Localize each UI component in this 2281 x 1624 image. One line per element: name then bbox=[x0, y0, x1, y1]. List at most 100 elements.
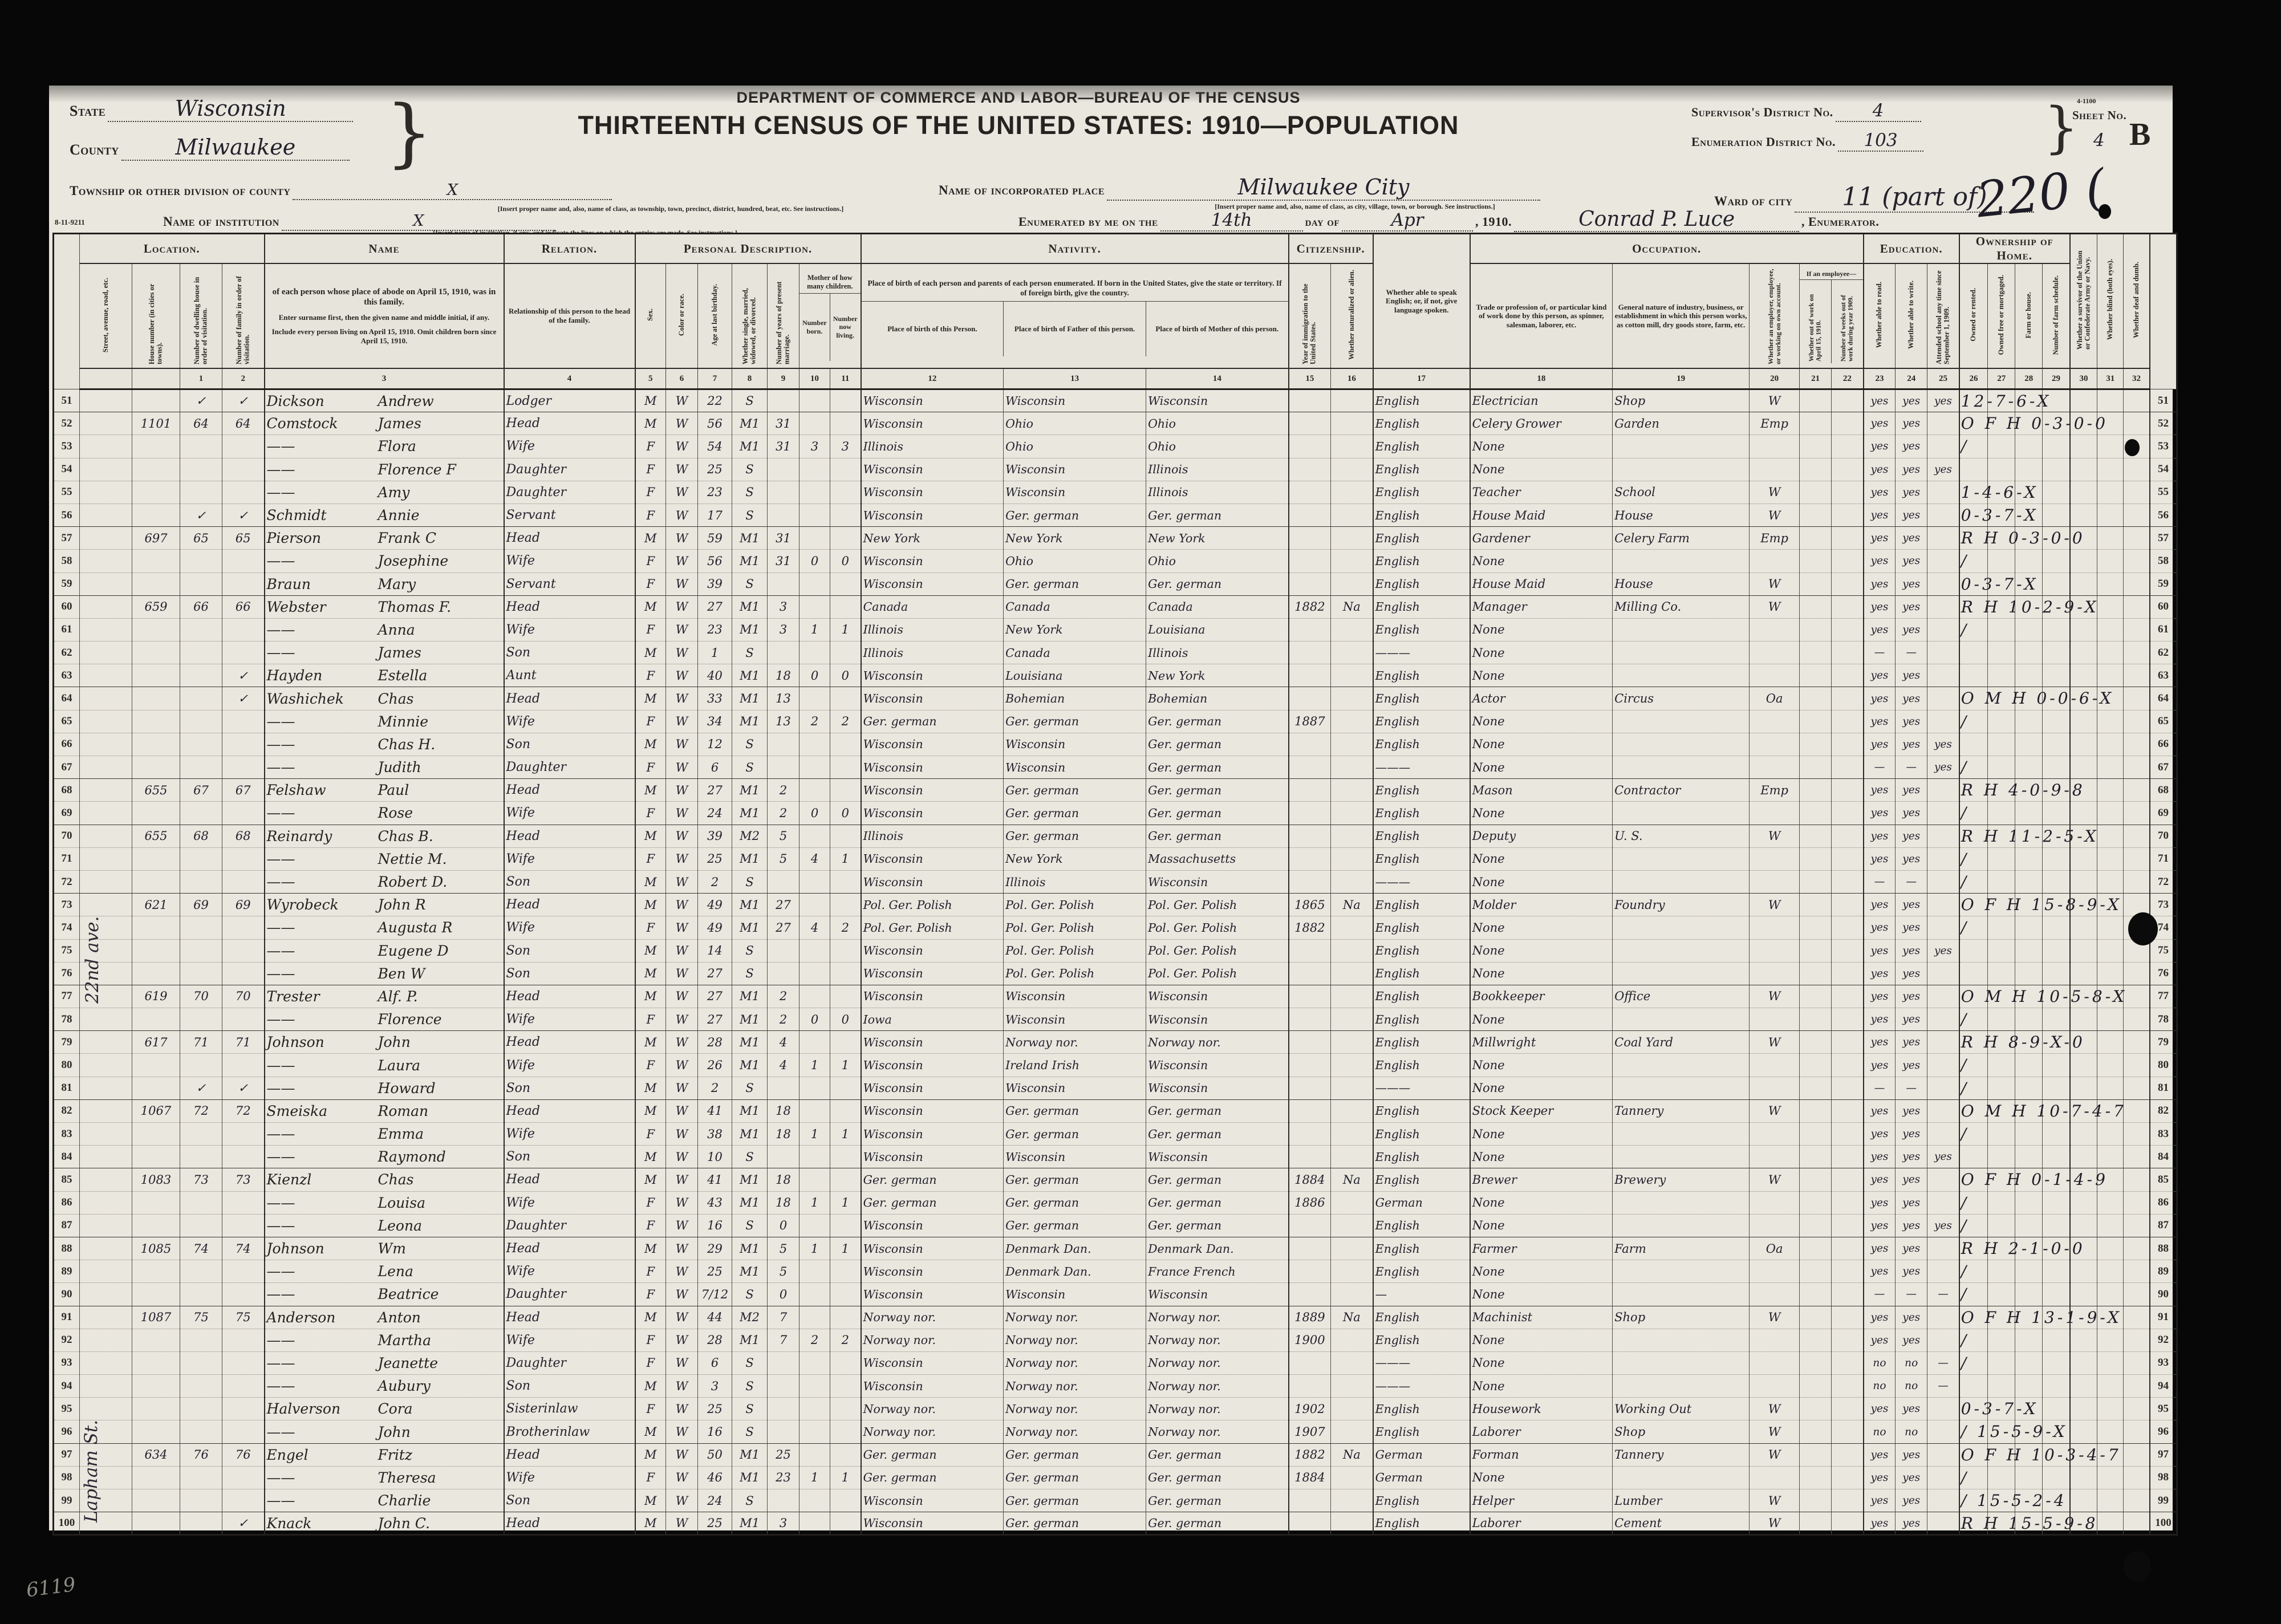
cell-marital: M1 bbox=[732, 1191, 768, 1215]
table-row: 53 —— Flora Wife F W 54 M1 31 3 3 Illinoi… bbox=[53, 435, 2178, 458]
cell-occupation: None bbox=[1469, 664, 1613, 688]
cell-weeks-out bbox=[1831, 504, 1864, 527]
cell-house-number bbox=[132, 1466, 180, 1490]
line-number: 59 bbox=[53, 573, 80, 596]
cell-mother-birthplace: Wisconsin bbox=[1146, 1008, 1289, 1032]
cell-employment-status bbox=[1749, 1053, 1800, 1077]
cell-write: yes bbox=[1895, 1053, 1928, 1077]
cell-house-number: 1101 bbox=[132, 412, 180, 436]
cell-farm-schedule bbox=[2042, 481, 2071, 504]
cell-weeks-out bbox=[1831, 1008, 1864, 1032]
cell-color: W bbox=[665, 778, 699, 802]
table-row: 98 —— Theresa Wife F W 46 M1 23 1 1 Ger. … bbox=[53, 1466, 2178, 1490]
cell-read: no bbox=[1862, 1420, 1896, 1444]
cell-deaf bbox=[2123, 1191, 2150, 1215]
cell-dwelling-number: 73 bbox=[180, 1168, 222, 1192]
group-education: Education. bbox=[1862, 233, 1960, 264]
cell-industry bbox=[1612, 435, 1750, 458]
cell-immigration-year: 1884 bbox=[1288, 1466, 1332, 1490]
punch-hole bbox=[2124, 1551, 2151, 1582]
cell-years-married: 4 bbox=[767, 1030, 800, 1054]
cell-birthplace: Wisconsin bbox=[860, 412, 1004, 436]
township-line: Township or other division of county X bbox=[70, 181, 612, 200]
county-value: Milwaukee bbox=[121, 135, 350, 161]
cell-age: 12 bbox=[697, 733, 733, 757]
cell-farm-or-house bbox=[2015, 710, 2043, 733]
cell-sex: M bbox=[634, 893, 667, 917]
institution-value: X bbox=[281, 212, 555, 231]
cell-read: — bbox=[1862, 756, 1896, 779]
table-row: 67 —— Judith Daughter F W 6 S Wisconsin W… bbox=[53, 756, 2178, 779]
cell-immigration-year bbox=[1288, 1030, 1332, 1054]
cell-deaf bbox=[2123, 1122, 2150, 1146]
sheet-label: Sheet No. bbox=[2072, 108, 2127, 122]
cell-naturalized bbox=[1330, 1420, 1374, 1444]
cell-dwelling-number bbox=[180, 962, 222, 985]
cell-industry: Office bbox=[1612, 985, 1750, 1009]
cell-mother-birthplace: France French bbox=[1146, 1260, 1289, 1284]
cell-weeks-out bbox=[1831, 939, 1864, 963]
cell-industry: Milling Co. bbox=[1612, 595, 1750, 619]
cell-relation: Head bbox=[503, 778, 636, 802]
col-name-desc: of each person whose place of abode on A… bbox=[263, 263, 505, 369]
line-number: 95 bbox=[2149, 1397, 2178, 1421]
cell-children-living bbox=[830, 687, 862, 710]
line-number: 53 bbox=[2149, 435, 2178, 458]
cell-write: — bbox=[1895, 756, 1928, 779]
cell-children-living bbox=[830, 778, 862, 802]
cell-name: Johnson John bbox=[263, 1030, 505, 1054]
cell-write: yes bbox=[1895, 435, 1928, 458]
cell-name: —— Jeanette bbox=[263, 1351, 505, 1375]
cell-write: yes bbox=[1895, 526, 1928, 550]
cell-language: English bbox=[1372, 710, 1471, 733]
cell-birthplace: Ger. german bbox=[860, 1466, 1004, 1490]
cell-owned-free bbox=[1987, 1397, 2016, 1421]
cell-children-living bbox=[830, 1420, 862, 1444]
cell-blind bbox=[2097, 985, 2124, 1009]
cell-street bbox=[79, 1145, 132, 1169]
cell-employment-status: W bbox=[1749, 595, 1800, 619]
cell-occupation: Machinist bbox=[1469, 1306, 1613, 1329]
cell-dwelling-number bbox=[180, 1214, 222, 1237]
cell-school bbox=[1927, 664, 1960, 688]
cell-owned-free bbox=[1987, 1030, 2016, 1054]
cell-language: English bbox=[1372, 435, 1471, 458]
cell-industry: School bbox=[1612, 481, 1750, 504]
table-row: 94 —— Aubury Son M W 3 S Wisconsin Norway… bbox=[53, 1374, 2178, 1398]
cell-farm-schedule bbox=[2042, 1306, 2071, 1329]
cell-naturalized bbox=[1330, 710, 1374, 733]
cell-mother-birthplace: Wisconsin bbox=[1146, 985, 1289, 1009]
cell-write: yes bbox=[1895, 573, 1928, 596]
cell-out-of-work bbox=[1799, 916, 1832, 940]
cell-language: — bbox=[1372, 1282, 1471, 1306]
cell-name: —— Flora bbox=[263, 435, 505, 458]
cell-farm-schedule bbox=[2042, 687, 2071, 710]
cell-house-number bbox=[132, 618, 180, 642]
cell-mother-birthplace: Norway nor. bbox=[1146, 1374, 1289, 1398]
cell-farm-schedule bbox=[2042, 870, 2071, 894]
cell-house-number: 655 bbox=[132, 778, 180, 802]
cell-veteran bbox=[2069, 1077, 2098, 1100]
cell-employment-status bbox=[1749, 1329, 1800, 1352]
cell-children-born bbox=[799, 1443, 831, 1467]
line-number: 92 bbox=[53, 1329, 80, 1352]
cell-house-number bbox=[132, 1351, 180, 1375]
cell-write: yes bbox=[1895, 1329, 1928, 1352]
cell-occupation: Brewer bbox=[1469, 1168, 1613, 1192]
cell-birthplace: New York bbox=[860, 526, 1004, 550]
cell-children-living bbox=[830, 1374, 862, 1398]
cell-dwelling-number: 70 bbox=[180, 985, 222, 1009]
cell-immigration-year bbox=[1288, 1053, 1332, 1077]
cell-naturalized bbox=[1330, 916, 1374, 940]
cell-naturalized bbox=[1330, 687, 1374, 710]
cell-marital: S bbox=[732, 1397, 768, 1421]
cell-name: —— Eugene D bbox=[263, 939, 505, 963]
cell-years-married bbox=[767, 939, 800, 963]
cell-blind bbox=[2097, 1282, 2124, 1306]
cell-family-number: ✓ bbox=[221, 1512, 265, 1536]
cell-children-born bbox=[799, 573, 831, 596]
line-number: 65 bbox=[53, 710, 80, 733]
cell-years-married: 27 bbox=[767, 893, 800, 917]
cell-deaf bbox=[2123, 1306, 2150, 1329]
cell-read: yes bbox=[1862, 664, 1896, 688]
